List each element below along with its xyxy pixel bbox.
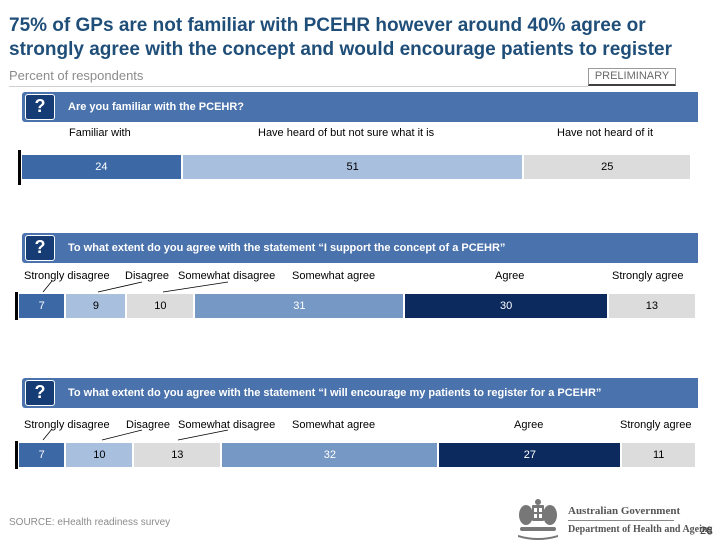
bar-segment: 31 [195, 294, 406, 318]
category-label: Disagree [126, 419, 171, 431]
bar-segment: 13 [608, 294, 697, 318]
bar-segment: 32 [222, 443, 440, 467]
category-label: Have heard of but not sure what it is [258, 127, 435, 139]
question-banner-2: ? To what extent do you agree with the st… [22, 233, 698, 263]
bar-segment: 7 [19, 443, 67, 467]
category-label: Have not heard of it [557, 127, 654, 139]
data-label: 7 [38, 300, 45, 312]
data-label: 31 [293, 300, 306, 312]
stacked-bar: 24 51 25 [22, 155, 692, 179]
bar-axis [18, 150, 21, 185]
logo-divider [568, 520, 674, 521]
category-label: Somewhat agree [292, 419, 376, 431]
data-label: 7 [38, 449, 45, 461]
bar-segment: 25 [524, 155, 692, 179]
coat-of-arms-icon [518, 499, 558, 540]
logo-line-1: Australian Government [568, 505, 681, 517]
chart-title: To what extent do you agree with the sta… [68, 242, 506, 254]
data-label: 10 [93, 449, 106, 461]
bar-segment: 9 [66, 294, 128, 318]
chart-title: To what extent do you agree with the sta… [68, 387, 602, 399]
data-label: 13 [171, 449, 184, 461]
page-title: 75% of GPs are not familiar with PCEHR h… [9, 15, 672, 60]
question-icon: ? [25, 235, 55, 261]
category-label: Disagree [125, 270, 170, 282]
leader-line-q3-disagree [101, 429, 143, 441]
bar-segment: 11 [622, 443, 697, 467]
leader-line-q2-strongly-disagree [42, 280, 53, 293]
page-subtitle: Percent of respondents [9, 68, 144, 83]
bar-segment: 7 [19, 294, 67, 318]
data-label: 27 [523, 449, 536, 461]
category-label: Strongly disagree [24, 419, 110, 431]
category-label: Familiar with [69, 127, 131, 139]
category-label: Agree [495, 270, 525, 282]
category-label: Strongly agree [612, 270, 684, 282]
leader-line-q2-disagree [97, 281, 143, 293]
stacked-bar: 7 9 10 31 30 13 [19, 294, 697, 318]
data-label: 9 [92, 300, 100, 312]
bar-segment: 30 [405, 294, 609, 318]
bar-segment: 51 [182, 155, 525, 179]
bar-segment: 27 [439, 443, 623, 467]
leader-line-q2-somewhat-disagree [162, 281, 229, 293]
leader-line-q3-somewhat-disagree [177, 429, 229, 441]
bar-axis [15, 292, 18, 320]
category-label: Strongly agree [620, 419, 692, 431]
category-label: Somewhat disagree [178, 419, 276, 431]
bar-segment: 24 [22, 155, 183, 179]
category-label: Agree [514, 419, 544, 431]
bar-segment: 13 [134, 443, 223, 467]
data-label: 32 [323, 449, 336, 461]
source-note: SOURCE: eHealth readiness survey [9, 517, 171, 528]
question-icon: ? [25, 380, 55, 406]
data-label: 13 [645, 300, 659, 312]
subtitle-divider [9, 86, 588, 87]
category-label: Somewhat agree [292, 270, 376, 282]
category-label: Strongly disagree [24, 270, 110, 282]
page-number: 26 [700, 525, 713, 537]
category-label: Somewhat disagree [178, 270, 276, 282]
data-label: 25 [601, 161, 614, 173]
chart-title: Are you familiar with the PCEHR? [68, 101, 245, 113]
data-label: 11 [652, 449, 665, 461]
data-label: 30 [500, 300, 513, 312]
data-label: 24 [95, 161, 108, 173]
bar-axis [15, 441, 18, 469]
data-label: 51 [346, 161, 359, 173]
bar-segment: 10 [66, 443, 135, 467]
preliminary-badge: PRELIMINARY [588, 68, 676, 86]
question-banner-1: ? Are you familiar with the PCEHR? [22, 92, 698, 122]
question-banner-3: ? To what extent do you agree with the st… [22, 378, 698, 408]
stacked-bar: 7 10 13 32 27 11 [19, 443, 697, 467]
bar-segment: 10 [127, 294, 196, 318]
question-icon: ? [25, 94, 55, 120]
logo-line-2: Department of Health and Ageing [568, 524, 713, 535]
data-label: 10 [154, 300, 167, 312]
